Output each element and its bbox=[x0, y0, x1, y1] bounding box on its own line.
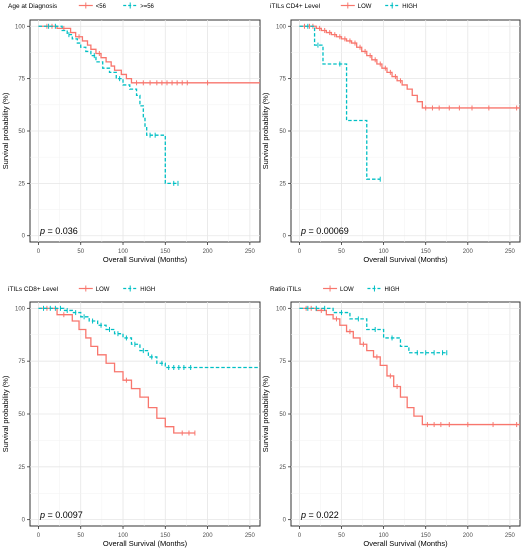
survival-curve-high bbox=[38, 307, 260, 369]
x-tick-label: 0 bbox=[298, 249, 302, 255]
x-tick-label: 250 bbox=[245, 249, 256, 255]
x-tick-label: 250 bbox=[245, 533, 256, 539]
x-tick-label: 0 bbox=[37, 249, 41, 255]
x-tick-label: 50 bbox=[338, 249, 345, 255]
legend-title: Age at Diagnosis bbox=[8, 3, 58, 10]
y-axis-label: Survival probability (%) bbox=[1, 375, 10, 452]
x-tick-label: 200 bbox=[203, 533, 214, 539]
survival-curve-low bbox=[299, 307, 520, 426]
y-tick-label: 50 bbox=[18, 412, 25, 418]
x-tick-label: 100 bbox=[118, 249, 129, 255]
y-axis-label: Survival probability (%) bbox=[261, 375, 270, 452]
grid bbox=[30, 20, 260, 242]
y-tick-label: 100 bbox=[276, 24, 287, 30]
legend-title: iTILs CD4+ Level bbox=[270, 3, 321, 10]
y-tick-label: 50 bbox=[18, 129, 25, 135]
x-axis-label: Overall Survival (Months) bbox=[363, 255, 448, 264]
x-tick-label: 50 bbox=[338, 533, 345, 539]
x-axis-label: Overall Survival (Months) bbox=[103, 539, 188, 548]
legend: Ratio iTILs LOW HIGH bbox=[270, 285, 399, 293]
legend: iTILs CD8+ Level LOW HIGH bbox=[8, 285, 155, 293]
legend: Age at Diagnosis <56 >=56 bbox=[8, 2, 155, 10]
survival-curve-low bbox=[38, 307, 195, 434]
legend-label-1: LOW bbox=[96, 287, 110, 293]
y-tick-label: 100 bbox=[276, 306, 287, 312]
y-tick-label: 75 bbox=[279, 359, 286, 365]
x-axis-label: Overall Survival (Months) bbox=[103, 255, 188, 264]
legend-title: Ratio iTILs bbox=[270, 286, 302, 293]
y-tick-label: 0 bbox=[283, 234, 287, 240]
grid bbox=[291, 20, 520, 242]
y-tick-label: 75 bbox=[279, 77, 286, 83]
y-axis-label: Survival probability (%) bbox=[1, 92, 10, 169]
p-value-annotation: p = 0.00069 bbox=[300, 226, 349, 236]
x-tick-label: 150 bbox=[421, 533, 432, 539]
survival-curve-low bbox=[299, 25, 520, 109]
grid bbox=[291, 302, 520, 526]
x-tick-label: 0 bbox=[37, 533, 41, 539]
legend-label-1: <56 bbox=[96, 4, 107, 10]
y-tick-label: 50 bbox=[279, 412, 286, 418]
x-tick-label: 0 bbox=[298, 533, 302, 539]
y-tick-label: 25 bbox=[18, 181, 25, 187]
x-tick-label: 200 bbox=[203, 249, 214, 255]
x-tick-label: 150 bbox=[160, 533, 171, 539]
x-tick-label: 150 bbox=[421, 249, 432, 255]
survival-curve-56 bbox=[38, 25, 178, 185]
legend-label-1: LOW bbox=[340, 287, 354, 293]
y-tick-label: 75 bbox=[18, 77, 25, 83]
y-tick-label: 25 bbox=[279, 465, 286, 471]
y-tick-label: 25 bbox=[279, 181, 286, 187]
x-axis-label: Overall Survival (Months) bbox=[363, 539, 448, 548]
y-axis-label: Survival probability (%) bbox=[261, 92, 270, 169]
legend-label-2: HIGH bbox=[402, 4, 417, 10]
survival-curve-56 bbox=[38, 25, 260, 84]
p-value-annotation: p = 0.022 bbox=[300, 510, 339, 520]
legend-title: iTILs CD8+ Level bbox=[8, 286, 59, 293]
x-tick-label: 150 bbox=[160, 249, 171, 255]
legend-label-2: >=56 bbox=[140, 4, 154, 10]
x-tick-label: 100 bbox=[379, 249, 390, 255]
y-tick-label: 100 bbox=[15, 306, 26, 312]
y-tick-label: 75 bbox=[18, 359, 25, 365]
p-value-annotation: p = 0.036 bbox=[39, 226, 78, 236]
x-tick-label: 50 bbox=[77, 249, 84, 255]
legend-label-2: HIGH bbox=[384, 287, 399, 293]
legend: iTILs CD4+ Level LOW HIGH bbox=[270, 2, 417, 10]
x-tick-label: 100 bbox=[379, 533, 390, 539]
y-tick-label: 0 bbox=[22, 234, 26, 240]
x-tick-label: 250 bbox=[505, 249, 516, 255]
y-tick-label: 50 bbox=[279, 129, 286, 135]
legend-label-2: HIGH bbox=[140, 287, 155, 293]
x-tick-label: 250 bbox=[505, 533, 516, 539]
y-tick-label: 0 bbox=[283, 518, 287, 524]
p-value-annotation: p = 0.0097 bbox=[39, 510, 83, 520]
x-tick-label: 50 bbox=[77, 533, 84, 539]
y-tick-label: 25 bbox=[18, 465, 25, 471]
x-tick-label: 200 bbox=[463, 249, 474, 255]
y-tick-label: 100 bbox=[15, 24, 26, 30]
x-tick-label: 200 bbox=[463, 533, 474, 539]
x-tick-label: 100 bbox=[118, 533, 129, 539]
grid bbox=[30, 302, 260, 526]
y-tick-label: 0 bbox=[22, 518, 26, 524]
legend-label-1: LOW bbox=[358, 4, 372, 10]
